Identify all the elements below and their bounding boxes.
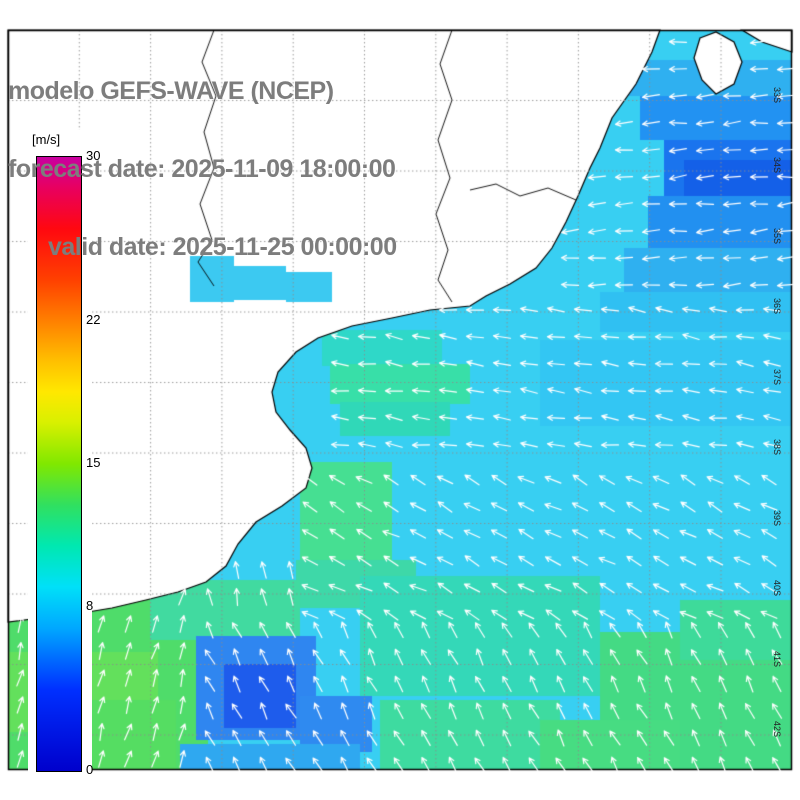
colorbar-tick-label: 0 [86,762,94,777]
colorbar-tick-label: 22 [86,311,101,327]
latitude-label: 35S [772,227,782,244]
colorbar-gradient [36,156,82,772]
model-title: modelo GEFS-WAVE (NCEP) [8,77,334,105]
latitude-label: 34S [772,157,782,174]
header-title-block: modelo GEFS-WAVE (NCEP) forecast date: 2… [8,26,397,312]
colorbar-unit-label: [m/s] [32,132,61,147]
latitude-label: 39S [772,509,782,526]
forecast-date-line: forecast date: 2025-11-09 18:00:00 [8,155,396,183]
latitude-label: 41S [772,650,782,667]
colorbar-tick-label: 15 [86,455,101,470]
colorbar: [m/s] 30 22 15 8 0 [28,130,100,782]
valid-date-line: valid date: 2025-11-25 00:00:00 [48,233,397,261]
latitude-label: 42S [772,721,782,738]
latitude-label: 33S [772,86,782,103]
latitude-label: 37S [772,368,782,385]
colorbar-tick-label: 8 [86,598,94,614]
latitude-label: 40S [772,580,782,597]
colorbar-tick-label: 30 [86,148,101,163]
latitude-label: 36S [772,298,782,315]
latitude-label: 38S [772,439,782,456]
